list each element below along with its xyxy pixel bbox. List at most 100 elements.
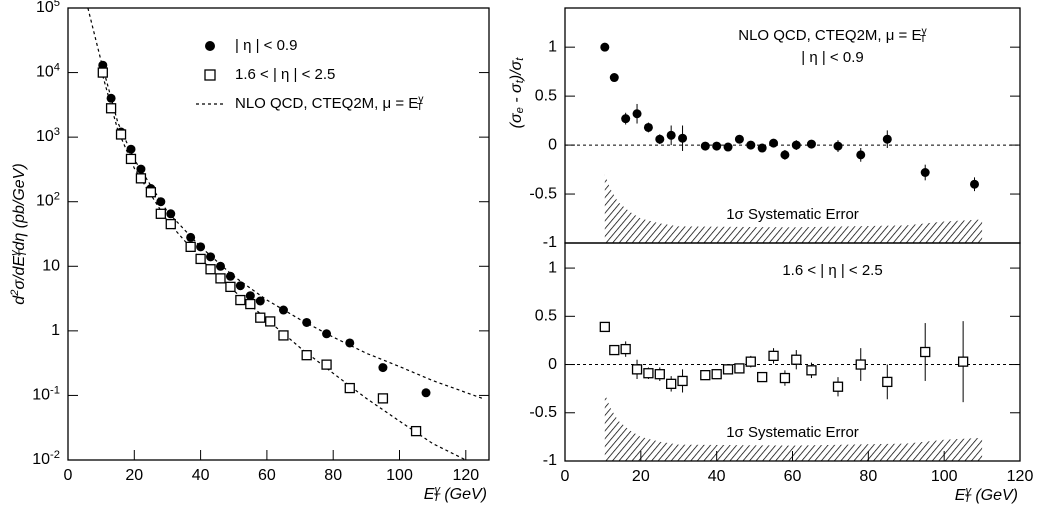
data-point (97, 67, 108, 78)
data-point (235, 294, 246, 306)
y-axis-label-part: e (514, 107, 526, 113)
data-point (215, 261, 225, 271)
data-point (712, 141, 722, 151)
legend-label-part: γ (418, 93, 424, 105)
x-tick-label: 120 (1007, 468, 1034, 485)
data-point (105, 103, 117, 114)
y-tick-label: -0.5 (529, 404, 557, 421)
data-point (791, 140, 801, 150)
data-point (321, 359, 332, 370)
data-point (700, 370, 711, 381)
data-point (768, 350, 779, 362)
y-tick-base: 10 (32, 387, 50, 404)
data-point (115, 129, 127, 140)
data-point (970, 179, 979, 189)
x-tick-label: 20 (125, 467, 143, 484)
data-point (734, 134, 744, 144)
annotation: 1.6 < | η | < 2.5 (782, 262, 882, 279)
x-tick-label: 100 (931, 468, 958, 485)
data-point (855, 359, 866, 370)
plot-frame (67, 7, 490, 461)
y-tick-label: 0 (548, 356, 557, 373)
data-point (195, 253, 206, 265)
data-point (769, 138, 779, 148)
data-point (155, 208, 166, 219)
y-axis-label: (σe - σt)/σt (508, 57, 526, 129)
x-axis-label: Eγ T (GeV) (955, 485, 1018, 505)
y-tick-label: 105 (36, 0, 60, 16)
data-point (677, 375, 688, 387)
legend-label: | η | < 0.9 (235, 37, 297, 54)
data-point (920, 346, 931, 358)
x-tick-label: 0 (64, 467, 73, 484)
y-tick-exponent: 5 (54, 0, 60, 9)
legend-label: 1.6 < | η | < 2.5 (235, 66, 335, 83)
y-tick-exponent: 3 (54, 126, 60, 138)
y-tick-label: 10-2 (32, 449, 60, 468)
data-point (421, 388, 431, 398)
annotation-part: γ (922, 25, 928, 37)
y-tick-label: 10-1 (32, 384, 60, 403)
x-tick-label: 60 (784, 468, 802, 485)
annotation-part: 1.6 < | η | < 2.5 (782, 262, 882, 279)
systematic-band (604, 174, 983, 243)
data-point (377, 393, 389, 404)
data-point (631, 364, 643, 375)
data-point (136, 164, 146, 174)
x-tick-label: 80 (324, 467, 342, 484)
y-tick-label: 102 (36, 191, 60, 210)
x-axis-label-part: (GeV) (971, 487, 1018, 504)
systematic-band (604, 393, 983, 461)
data-point (225, 271, 235, 281)
data-point (186, 232, 196, 242)
legend-label-part: T (417, 101, 424, 113)
data-point (882, 134, 892, 144)
x-axis-label-part: γ (434, 484, 441, 496)
x-tick-label: 40 (708, 468, 726, 485)
y-tick-label: 1 (548, 259, 557, 276)
data-point (245, 298, 256, 310)
data-point (600, 42, 610, 52)
data-point (599, 321, 610, 333)
data-point (410, 425, 422, 437)
data-point (302, 317, 312, 327)
x-tick-label: 0 (561, 468, 570, 485)
data-point (791, 354, 802, 365)
data-point (206, 252, 216, 262)
data-point (643, 368, 654, 379)
data-point (126, 144, 136, 154)
y-axis-label-part: - σ (508, 82, 525, 107)
data-point (621, 114, 631, 124)
data-point (245, 291, 255, 301)
data-point (378, 363, 388, 373)
data-point (745, 356, 756, 367)
x-tick-label: 40 (192, 467, 210, 484)
x-axis-label: Eγ T (GeV) (424, 484, 487, 504)
data-point (165, 218, 176, 230)
data-point (215, 273, 226, 284)
data-point (666, 378, 677, 389)
data-point (135, 173, 147, 184)
y-tick-base: 10 (36, 128, 54, 145)
x-tick-label: 20 (632, 468, 650, 485)
data-point (185, 241, 196, 252)
data-point (632, 109, 642, 119)
data-point (145, 187, 157, 198)
data-point (344, 382, 355, 394)
data-point (235, 281, 245, 291)
data-point (723, 142, 733, 152)
x-axis-label-part: E (424, 486, 435, 503)
data-point (156, 197, 166, 207)
data-point (806, 365, 817, 376)
data-point (609, 73, 619, 83)
y-tick-base: 10 (36, 64, 54, 81)
legend-label-part: 1.6 < | η | < 2.5 (235, 66, 335, 83)
y-axis-label-part: )/σ (508, 59, 525, 82)
x-axis-label-part: (GeV) (440, 486, 487, 503)
data-point (166, 209, 176, 219)
x-axis-label-part: γ (965, 485, 972, 497)
band-label: 1σ Systematic Error (726, 206, 859, 223)
x-axis-label-part: T (964, 493, 972, 505)
data-point (643, 122, 653, 132)
